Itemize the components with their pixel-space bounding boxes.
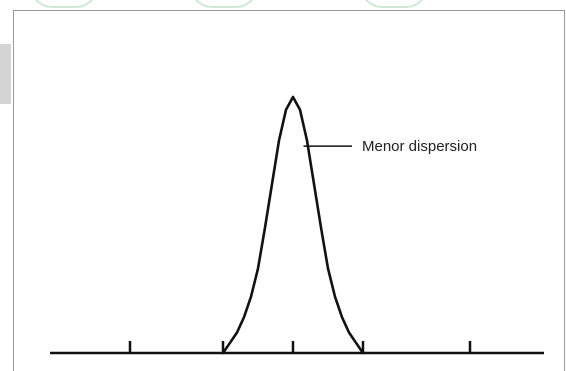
series-curve xyxy=(221,95,365,355)
side-scroll-tab[interactable] xyxy=(0,44,11,104)
annotation-label: Menor dispersion xyxy=(362,138,477,155)
chart-frame xyxy=(13,10,565,371)
